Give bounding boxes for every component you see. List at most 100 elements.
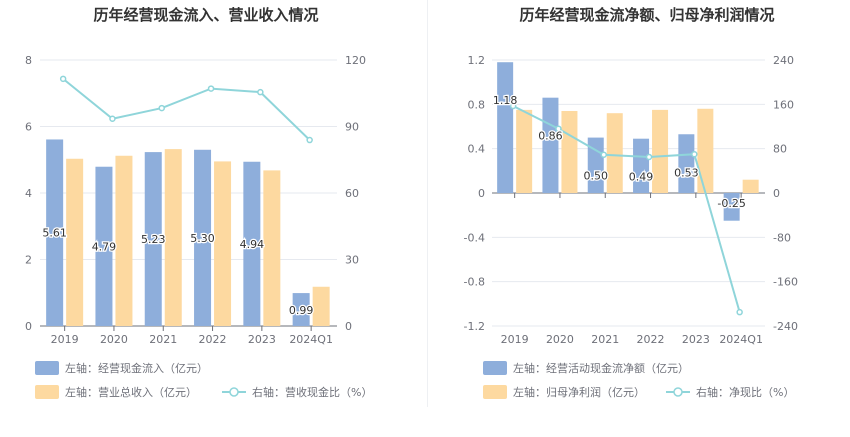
bar-data-label: 0.50 bbox=[584, 170, 609, 183]
legend-swatch bbox=[483, 361, 507, 375]
bar-data-label: -0.25 bbox=[717, 197, 745, 210]
right-axis-tick-label: 80 bbox=[773, 143, 787, 156]
left-axis-tick-label: 0 bbox=[478, 187, 485, 200]
legend-label: 右轴：净现比（%） bbox=[696, 385, 794, 399]
bar-secondary[interactable] bbox=[164, 149, 182, 326]
left-axis-tick-label: 0.8 bbox=[468, 98, 486, 111]
ratio-point[interactable] bbox=[257, 88, 264, 96]
bar-secondary[interactable] bbox=[652, 109, 669, 193]
legend-item[interactable]: 左轴：经营活动现金流净额（亿元） bbox=[483, 361, 689, 375]
ratio-point[interactable] bbox=[691, 150, 698, 158]
right-axis-tick-label: 90 bbox=[345, 121, 359, 134]
right-axis-tick-label: 0 bbox=[345, 320, 352, 333]
bar-primary[interactable] bbox=[292, 293, 310, 326]
ratio-point[interactable] bbox=[509, 102, 517, 110]
legend-marker bbox=[229, 387, 239, 397]
legend-item[interactable]: 左轴：归母净利润（亿元） bbox=[483, 385, 645, 399]
left-axis-tick-label: 0 bbox=[25, 320, 32, 333]
bar-primary[interactable] bbox=[542, 97, 559, 193]
right-axis-tick-label: 120 bbox=[345, 54, 366, 67]
legend-label: 左轴：营业总收入（亿元） bbox=[65, 385, 197, 399]
legend-label: 左轴：经营现金流入（亿元） bbox=[65, 361, 208, 375]
bar-primary[interactable] bbox=[95, 166, 113, 326]
left-axis-tick-label: 2 bbox=[25, 254, 32, 267]
bar-primary[interactable] bbox=[497, 62, 514, 193]
x-axis-tick-label: 2024Q1 bbox=[289, 333, 333, 346]
ratio-point[interactable] bbox=[600, 151, 607, 159]
bar-primary[interactable] bbox=[46, 139, 64, 326]
legend-item[interactable]: 右轴：净现比（%） bbox=[666, 385, 794, 399]
bar-data-label: 0.99 bbox=[289, 304, 314, 317]
right-axis-tick-label: -80 bbox=[773, 231, 791, 244]
legend-label: 左轴：归母净利润（亿元） bbox=[513, 385, 645, 399]
right-axis-tick-label: 60 bbox=[345, 187, 359, 200]
left-axis-tick-label: 6 bbox=[25, 121, 32, 134]
ratio-point[interactable] bbox=[158, 104, 165, 112]
legend-swatch bbox=[483, 385, 507, 399]
right-axis-tick-label: -240 bbox=[773, 320, 798, 333]
cash-inflow-revenue-chart: 历年经营现金流入、营业收入情况 0 2 4 6 8 0 30 60 90 120 2019 2020 20… bbox=[25, 6, 372, 399]
right-axis-tick-label: -160 bbox=[773, 276, 798, 289]
bar-data-label: 1.18 bbox=[493, 94, 518, 107]
chart-title: 历年经营现金流净额、归母净利润情况 bbox=[519, 6, 774, 24]
ratio-point[interactable] bbox=[555, 125, 562, 132]
bar-primary[interactable] bbox=[723, 193, 740, 221]
right-axis-tick-label: 160 bbox=[773, 98, 794, 111]
legend-label: 右轴：营收现金比（%） bbox=[252, 385, 372, 399]
bar-secondary[interactable] bbox=[697, 108, 714, 193]
bar-primary[interactable] bbox=[194, 149, 212, 326]
x-axis-tick-label: 2021 bbox=[591, 333, 619, 346]
bar-secondary[interactable] bbox=[742, 179, 759, 193]
left-axis-tick-label: -1.2 bbox=[464, 320, 485, 333]
ratio-line bbox=[62, 78, 311, 141]
bar-data-label: 4.94 bbox=[240, 238, 265, 251]
x-axis-tick-label: 2023 bbox=[248, 333, 276, 346]
chart-title: 历年经营现金流入、营业收入情况 bbox=[93, 6, 318, 24]
bar-data-label: 0.53 bbox=[674, 166, 699, 179]
legend-item[interactable]: 左轴：经营现金流入（亿元） bbox=[35, 361, 208, 375]
legend-swatch bbox=[35, 385, 59, 399]
left-axis-tick-label: 4 bbox=[25, 187, 32, 200]
ratio-point[interactable] bbox=[207, 85, 215, 92]
left-axis-tick-label: 8 bbox=[25, 54, 32, 67]
x-axis-tick-label: 2024Q1 bbox=[719, 333, 763, 346]
x-axis-tick-label: 2022 bbox=[199, 333, 227, 346]
left-axis-tick-label: -0.4 bbox=[464, 231, 485, 244]
bar-data-label: 5.23 bbox=[141, 233, 166, 246]
legend-item[interactable]: 左轴：营业总收入（亿元） bbox=[35, 385, 197, 399]
bar-data-label: 4.79 bbox=[92, 240, 117, 253]
bar-primary[interactable] bbox=[678, 134, 695, 193]
ratio-point[interactable] bbox=[736, 308, 743, 316]
ratio-point[interactable] bbox=[59, 75, 67, 83]
bar-primary[interactable] bbox=[243, 161, 261, 326]
bar-secondary[interactable] bbox=[516, 109, 533, 193]
bar-secondary[interactable] bbox=[214, 161, 232, 326]
x-axis-tick-label: 2020 bbox=[100, 333, 128, 346]
bar-secondary[interactable] bbox=[66, 158, 84, 326]
x-axis-tick-label: 2021 bbox=[149, 333, 177, 346]
legend-marker bbox=[673, 387, 683, 397]
bar-data-label: 0.86 bbox=[538, 130, 563, 143]
bar-primary[interactable] bbox=[633, 138, 650, 193]
bar-secondary[interactable] bbox=[312, 286, 330, 326]
left-axis-tick-label: 1.2 bbox=[468, 54, 486, 67]
bar-secondary[interactable] bbox=[263, 170, 281, 326]
ratio-point[interactable] bbox=[306, 136, 313, 144]
bar-data-label: 5.30 bbox=[190, 232, 215, 245]
bar-secondary[interactable] bbox=[561, 110, 578, 193]
ratio-point[interactable] bbox=[109, 115, 116, 122]
bar-data-label: 5.61 bbox=[42, 227, 67, 240]
x-axis-tick-label: 2020 bbox=[546, 333, 574, 346]
x-axis-tick-label: 2019 bbox=[51, 333, 79, 346]
bar-secondary[interactable] bbox=[606, 113, 623, 193]
x-axis-tick-label: 2019 bbox=[501, 333, 529, 346]
right-axis-tick-label: 30 bbox=[345, 254, 359, 267]
ratio-line bbox=[512, 105, 741, 313]
bar-data-label: 0.49 bbox=[629, 171, 654, 184]
legend-item[interactable]: 右轴：营收现金比（%） bbox=[222, 385, 372, 399]
left-axis-tick-label: -0.8 bbox=[464, 276, 485, 289]
bar-primary[interactable] bbox=[144, 152, 162, 326]
bar-secondary[interactable] bbox=[115, 155, 133, 326]
ratio-point[interactable] bbox=[645, 153, 653, 161]
